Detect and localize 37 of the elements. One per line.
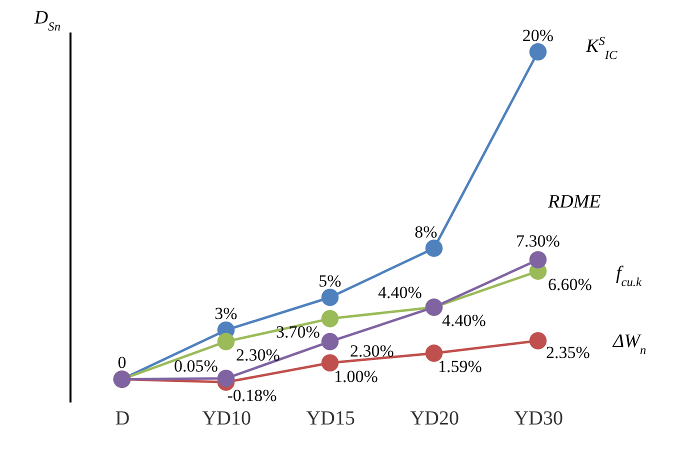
text: ΔW$_{n}$ (612, 330, 646, 357)
point (529, 43, 547, 60)
text: f$_{cu.k}$ (616, 263, 642, 290)
data-label: 1.00% (334, 366, 378, 386)
data-label: 2.35% (546, 342, 590, 362)
data-label: 5% (318, 271, 342, 290)
data-label: 8% (414, 222, 438, 242)
point (321, 288, 339, 306)
data-label: 3.70% (276, 322, 320, 342)
data-label: 0.05% (174, 356, 218, 376)
point (529, 332, 547, 350)
data-label: 6.60% (548, 275, 592, 294)
data-label: 4.40% (378, 283, 422, 302)
data-label: 7.30% (516, 232, 560, 251)
point (217, 370, 235, 388)
x-tick-label: YD15 (306, 408, 355, 430)
data-label: 0 (118, 353, 126, 372)
point (425, 240, 443, 257)
data-label: 20% (522, 26, 554, 45)
text: RDME (547, 192, 602, 213)
x-tick-label: YD10 (202, 408, 251, 430)
data-label: -0.18% (227, 386, 277, 406)
point (321, 354, 339, 372)
point (529, 251, 547, 268)
data-label: 2.30% (350, 342, 394, 361)
x-tick-label: D (115, 408, 130, 430)
y-axis-title: D$_{Sn}$ (33, 8, 60, 34)
data-label: 4.40% (442, 311, 486, 330)
point (321, 332, 339, 350)
x-tick-label: YD30 (514, 408, 563, 430)
point (321, 310, 339, 328)
data-label: 3% (214, 304, 238, 324)
data-label: 1.59% (438, 357, 482, 376)
point (217, 332, 235, 350)
x-tick-label: YD20 (410, 408, 459, 430)
point (425, 344, 443, 362)
data-label: 2.30% (236, 346, 280, 365)
